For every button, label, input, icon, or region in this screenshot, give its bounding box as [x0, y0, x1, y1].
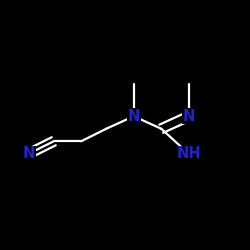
Text: NH: NH — [176, 146, 201, 161]
Text: N: N — [182, 109, 195, 124]
Text: N: N — [22, 146, 35, 161]
Text: N: N — [128, 109, 140, 124]
